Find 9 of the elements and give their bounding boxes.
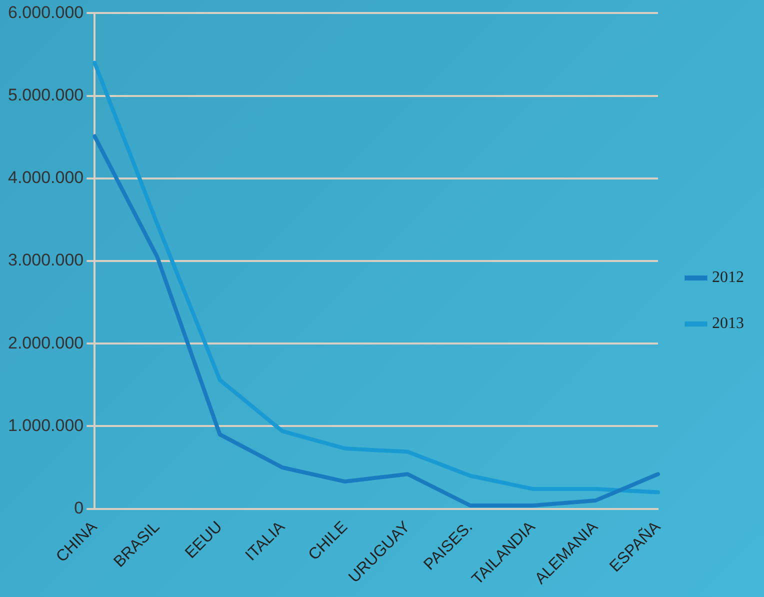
y-tick-label: 1.000.000: [8, 416, 84, 435]
y-tick-label: 0: [74, 498, 84, 518]
legend-label: 2013: [712, 315, 744, 332]
legend-label: 2012: [712, 269, 744, 286]
y-tick-label: 5.000.000: [8, 85, 84, 104]
y-tick-label: 3.000.000: [8, 250, 84, 270]
y-tick-label: 4.000.000: [8, 168, 84, 188]
y-tick-label: 6.000.000: [8, 2, 84, 22]
y-tick-label: 2.000.000: [8, 333, 84, 352]
